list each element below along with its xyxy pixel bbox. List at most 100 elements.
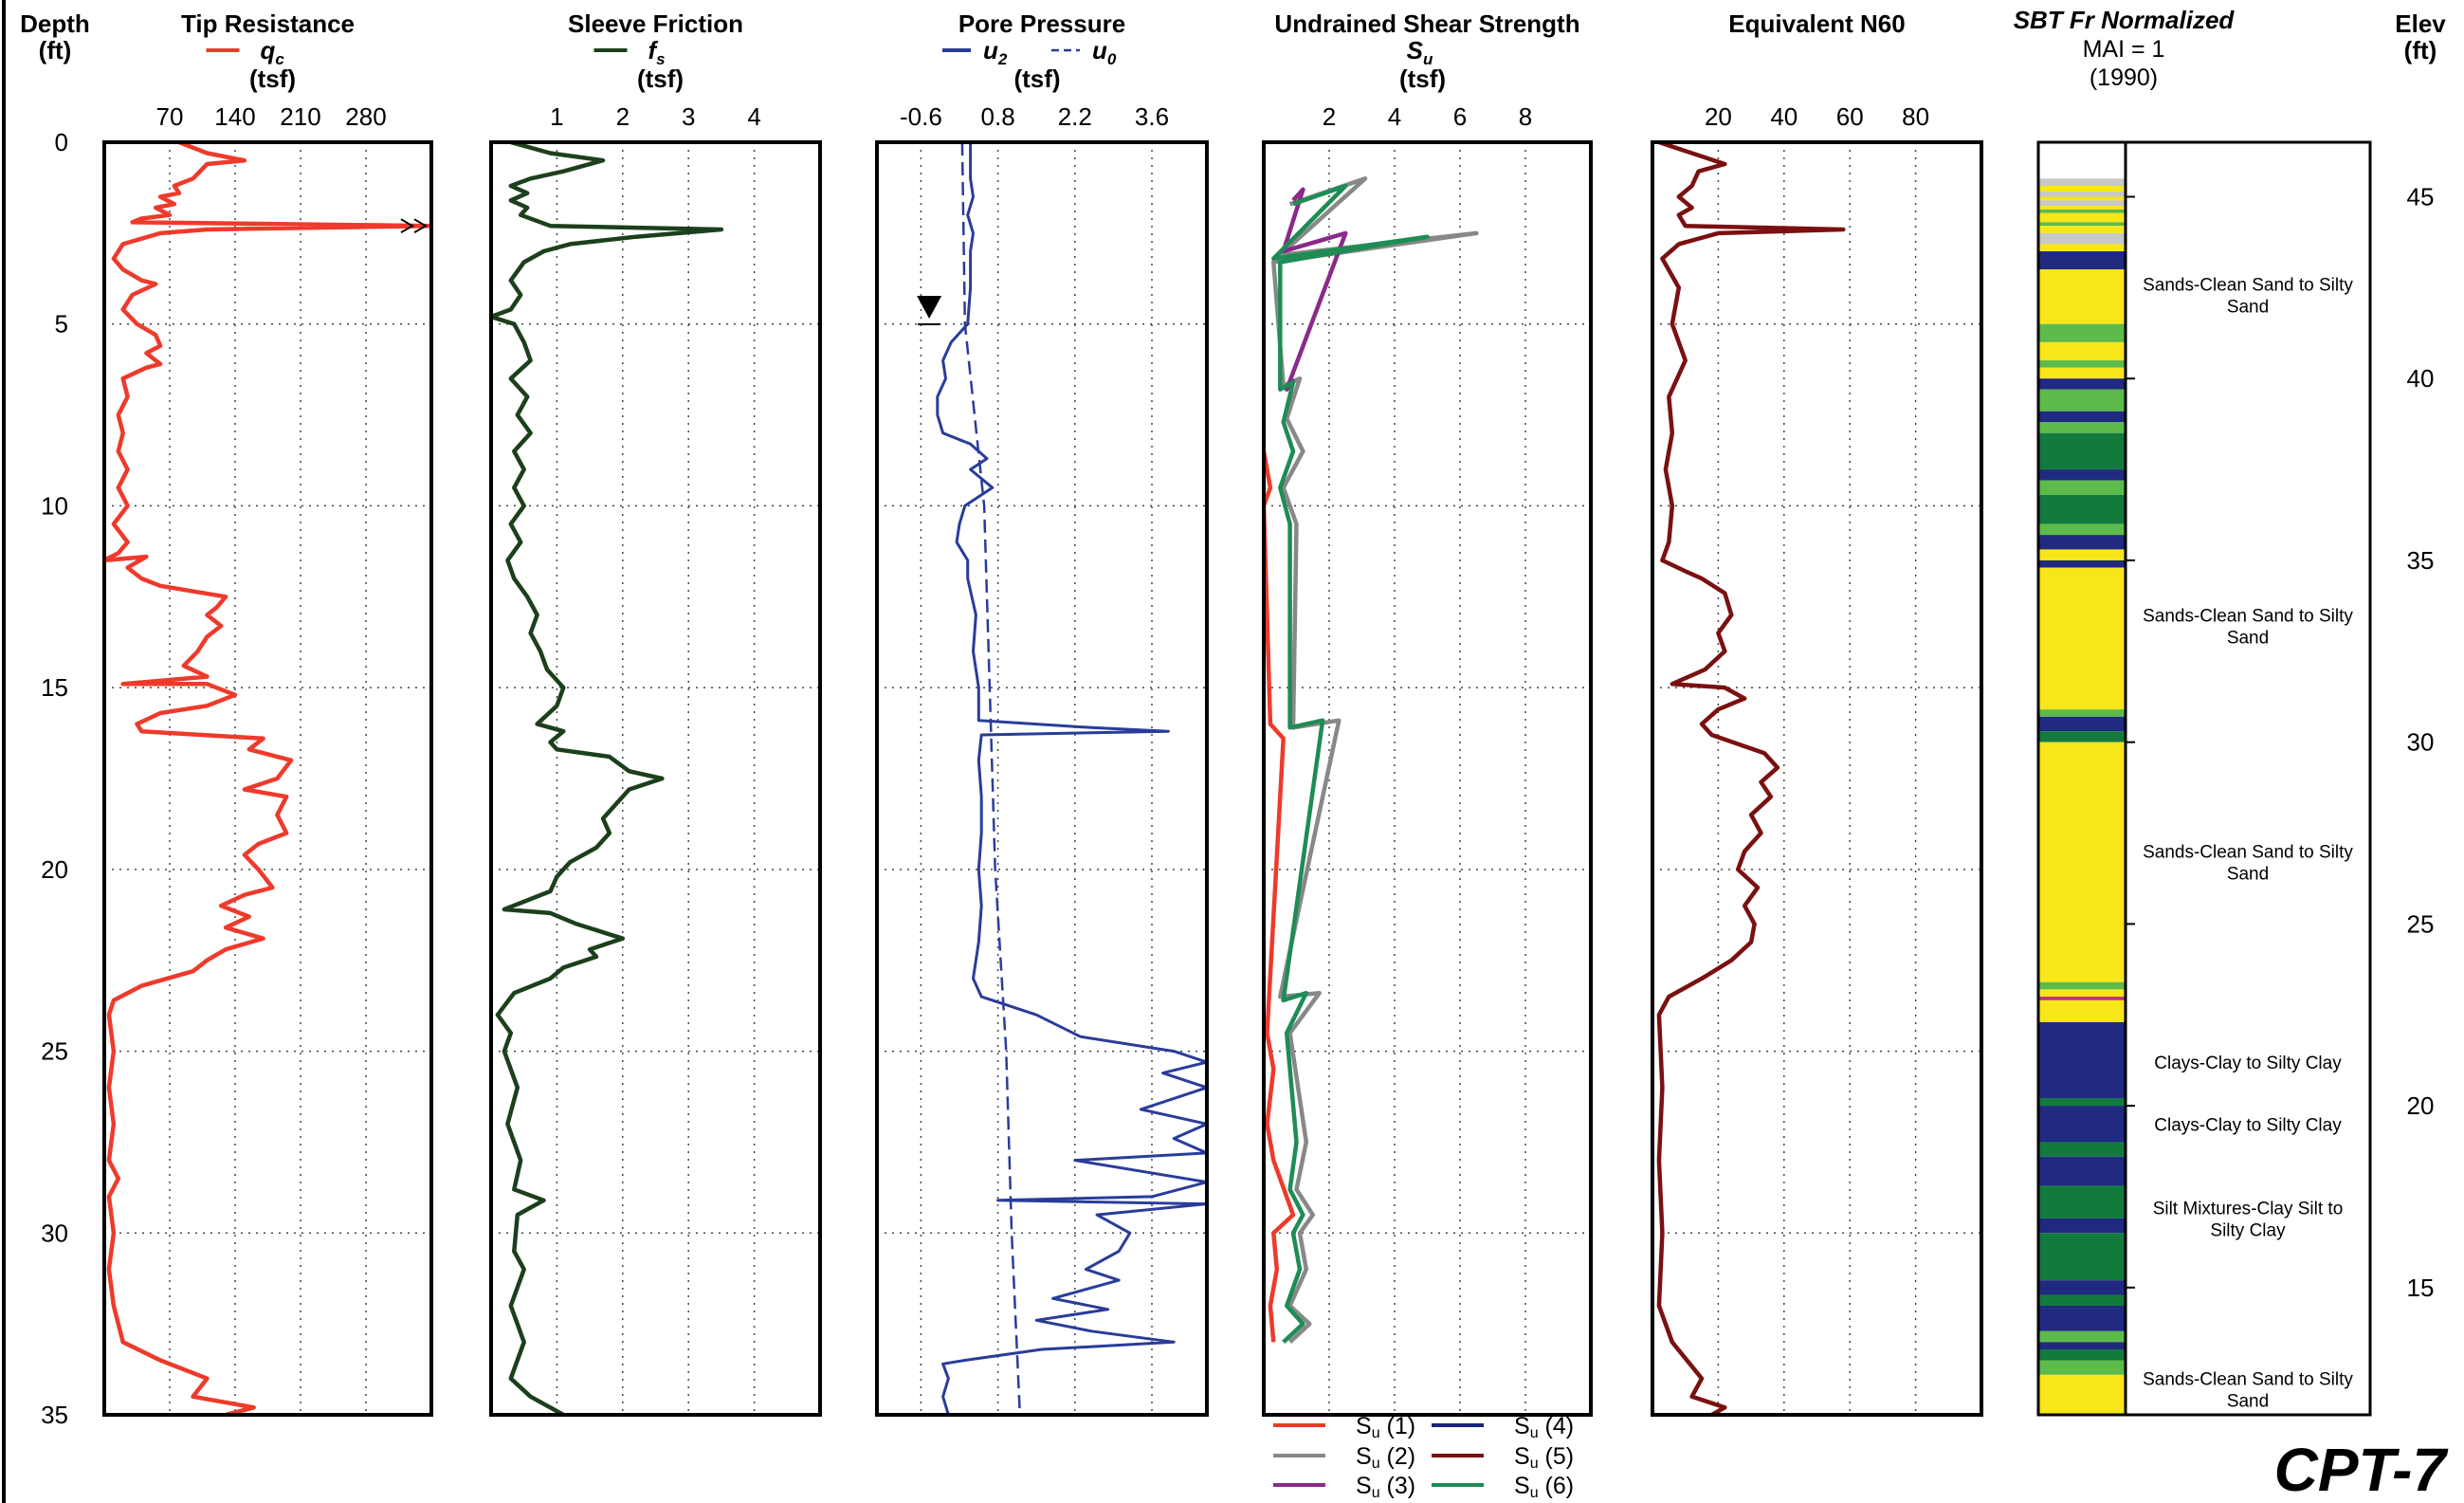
sbt-band bbox=[2038, 989, 2126, 998]
sbt-band bbox=[2038, 1305, 2126, 1331]
depth-tick-label: 10 bbox=[41, 491, 68, 520]
panel-title: Tip Resistance bbox=[181, 9, 355, 38]
panel-unit: (tsf) bbox=[1399, 64, 1446, 93]
elev-tick-label: 20 bbox=[2407, 1091, 2435, 1120]
sbt-band bbox=[2038, 1374, 2126, 1415]
sbt-label: Silty Clay bbox=[2210, 1220, 2286, 1240]
su-legend-label: Su (2) bbox=[1356, 1443, 1415, 1472]
sbt-subtitle-mai: MAI = 1 bbox=[2083, 36, 2165, 63]
sbt-band bbox=[2038, 535, 2126, 550]
panel-frame bbox=[1651, 140, 1983, 1417]
legend-label: qc bbox=[261, 36, 285, 68]
elev-tick-label: 25 bbox=[2407, 909, 2435, 938]
depth-axis-ticks: 0 5 10 15 20 25 30 35 bbox=[41, 128, 68, 1429]
sbt-band bbox=[2038, 1106, 2126, 1143]
depth-tick-label: 5 bbox=[55, 310, 68, 339]
sbt-band bbox=[2038, 1185, 2126, 1219]
depth-tick-label: 20 bbox=[41, 855, 68, 884]
sbt-band bbox=[2038, 191, 2126, 197]
panel-series bbox=[1656, 142, 1846, 1415]
panel-frame bbox=[875, 140, 1209, 1417]
sbt-band bbox=[2038, 567, 2126, 710]
sbt-band bbox=[2038, 1233, 2126, 1281]
x-tick-label: 280 bbox=[345, 102, 386, 131]
sbt-column: SBT Fr Normalized MAI = 1 (1990) Sands-C… bbox=[2014, 6, 2372, 1417]
x-tick-label: 80 bbox=[1902, 102, 1929, 131]
series-line-su6 bbox=[1271, 183, 1430, 1344]
sbt-band bbox=[2038, 186, 2126, 192]
su-legend-label: Su (6) bbox=[1514, 1473, 1574, 1501]
sbt-band bbox=[2038, 269, 2126, 324]
sbt-band bbox=[2038, 367, 2126, 379]
legend-label: fs bbox=[648, 36, 666, 68]
sbt-band bbox=[2038, 523, 2126, 536]
sbt-label: Sand bbox=[2227, 628, 2269, 648]
sbt-label: Clays-Clay to Silty Clay bbox=[2154, 1054, 2342, 1073]
legend-label-u0: u0 bbox=[1092, 36, 1117, 68]
sbt-band bbox=[2038, 1360, 2126, 1375]
sbt-band bbox=[2038, 178, 2126, 187]
sbt-band bbox=[2038, 226, 2126, 233]
sbt-band bbox=[2038, 1280, 2126, 1295]
sbt-band bbox=[2038, 432, 2126, 470]
elev-tick-label: 40 bbox=[2407, 364, 2435, 393]
elev-tick-label: 45 bbox=[2407, 183, 2435, 211]
sbt-band bbox=[2038, 206, 2126, 210]
sbt-label: Sands-Clean Sand to Silty bbox=[2143, 843, 2353, 863]
depth-tick-label: 15 bbox=[41, 673, 68, 702]
su-legend-label: Su (4) bbox=[1514, 1413, 1574, 1441]
panel-grid bbox=[104, 142, 431, 1415]
sbt-band bbox=[2038, 411, 2126, 423]
cpt-title: CPT-7 bbox=[2274, 1436, 2450, 1503]
depth-tick-label: 25 bbox=[41, 1037, 68, 1066]
sbt-title: SBT Fr Normalized bbox=[2014, 6, 2236, 34]
panel-unit: (tsf) bbox=[249, 64, 296, 93]
sbt-band bbox=[2038, 1218, 2126, 1234]
x-tick-label: 40 bbox=[1770, 102, 1798, 131]
x-tick-label: 210 bbox=[280, 102, 320, 131]
su-legend-label: Su (5) bbox=[1514, 1443, 1574, 1472]
su-legend-label: Su (1) bbox=[1356, 1413, 1415, 1441]
sbt-band bbox=[2038, 378, 2126, 390]
sbt-label: Sands-Clean Sand to Silty bbox=[2143, 1370, 2353, 1390]
sbt-band bbox=[2038, 232, 2126, 245]
elev-axis-unit: (ft) bbox=[2404, 36, 2437, 64]
x-tick-label: 3 bbox=[682, 102, 695, 131]
panel-unit: (tsf) bbox=[1013, 64, 1060, 93]
elev-tick-label: 15 bbox=[2407, 1274, 2435, 1302]
x-tick-label: 20 bbox=[1705, 102, 1732, 131]
sbt-band bbox=[2038, 997, 2126, 1000]
elev-axis-ticks: 45 40 35 30 25 20 15 bbox=[2126, 183, 2434, 1302]
x-tick-label: 2 bbox=[1323, 102, 1336, 131]
sbt-band bbox=[2038, 999, 2126, 1022]
x-tick-label: -0.6 bbox=[900, 102, 942, 131]
sbt-band bbox=[2038, 731, 2126, 742]
sbt-band bbox=[2038, 389, 2126, 412]
panel-series bbox=[104, 142, 431, 1415]
panel-unit: (tsf) bbox=[637, 64, 684, 93]
panel-grid bbox=[1652, 142, 1981, 1415]
panel-title: Pore Pressure bbox=[958, 9, 1125, 38]
x-tick-label: 1 bbox=[550, 102, 563, 131]
x-tick-label: 0.8 bbox=[981, 102, 1015, 131]
legend-label-u2: u2 bbox=[983, 36, 1008, 68]
x-tick-label: 140 bbox=[214, 102, 255, 131]
sbt-band bbox=[2038, 1294, 2126, 1306]
depth-axis-label: Depth bbox=[20, 9, 90, 38]
series-line-fs bbox=[491, 142, 724, 1415]
panel-title: Equivalent N60 bbox=[1728, 9, 1905, 38]
x-tick-label: 60 bbox=[1836, 102, 1864, 131]
sbt-label: Sand bbox=[2227, 298, 2269, 318]
panel-grid bbox=[491, 142, 820, 1415]
su-legend-label: Su (3) bbox=[1356, 1473, 1415, 1501]
sbt-band bbox=[2038, 559, 2126, 568]
panel-series bbox=[491, 142, 724, 1415]
sbt-band bbox=[2038, 196, 2126, 201]
sbt-band bbox=[2038, 742, 2126, 982]
sbt-band bbox=[2038, 1021, 2126, 1099]
panel-frame bbox=[1262, 140, 1593, 1417]
panel-frame bbox=[489, 140, 822, 1417]
water-table-icon bbox=[917, 296, 942, 320]
